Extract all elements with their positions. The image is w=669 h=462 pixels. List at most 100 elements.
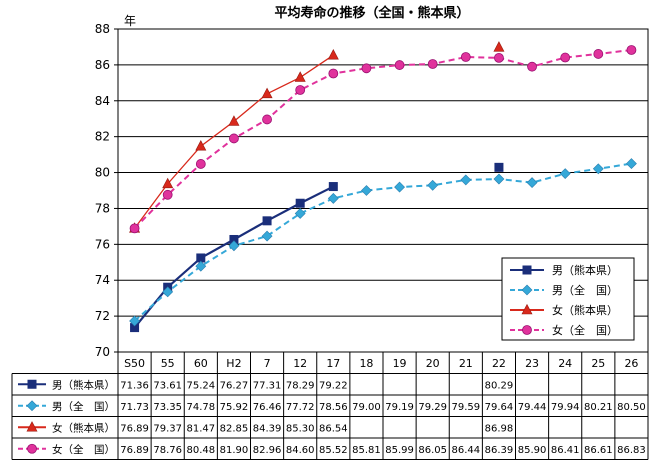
y-tick-label: 88 bbox=[95, 22, 110, 36]
y-tick-label: 86 bbox=[95, 58, 110, 72]
table-row-label: 男（熊本県） bbox=[52, 378, 115, 391]
table-cell: 78.76 bbox=[153, 445, 182, 456]
data-point bbox=[327, 192, 339, 204]
table-cell: 86.39 bbox=[485, 445, 514, 456]
data-point bbox=[229, 133, 239, 144]
table-cell: 77.72 bbox=[286, 402, 315, 413]
data-point bbox=[394, 181, 405, 193]
table-legend-marker bbox=[27, 443, 37, 454]
data-point bbox=[294, 71, 306, 82]
y-tick-label: 82 bbox=[95, 130, 110, 144]
category-label: 17 bbox=[326, 357, 340, 370]
table-cell: 79.64 bbox=[485, 402, 514, 413]
table-cell: 86.83 bbox=[617, 445, 646, 456]
y-tick-label: 84 bbox=[95, 94, 110, 108]
y-tick-label: 78 bbox=[95, 201, 110, 215]
table-cell: 79.37 bbox=[153, 423, 182, 434]
data-point bbox=[526, 177, 538, 189]
table-cell: 80.50 bbox=[617, 402, 646, 413]
legend-entry: 男（熊本県） bbox=[510, 263, 618, 277]
series-3 bbox=[129, 45, 637, 234]
data-point bbox=[262, 114, 272, 125]
y-axis-label: 年 bbox=[124, 14, 136, 28]
table-cell: 80.29 bbox=[485, 380, 514, 391]
legend-marker bbox=[522, 265, 532, 275]
table-cell: 86.41 bbox=[551, 445, 580, 456]
data-point bbox=[195, 260, 207, 272]
table-row: 女（熊本県） 76.89 79.37 81.47 82.85 84.39 85.30 86.5… bbox=[18, 421, 513, 434]
table-cell: 86.44 bbox=[451, 445, 480, 456]
category-label: 7 bbox=[264, 357, 271, 370]
table-cell: 76.89 bbox=[120, 423, 149, 434]
category-label: 20 bbox=[426, 357, 440, 370]
table-cell: 81.47 bbox=[186, 423, 215, 434]
data-point bbox=[162, 189, 173, 200]
data-point bbox=[295, 85, 306, 95]
data-point bbox=[560, 52, 571, 63]
table-cell: 81.90 bbox=[220, 445, 249, 456]
data-point bbox=[162, 177, 174, 189]
data-point bbox=[427, 59, 438, 69]
category-label: 55 bbox=[161, 357, 175, 370]
data-point bbox=[228, 240, 240, 252]
table-cell: 73.35 bbox=[153, 402, 182, 413]
data-point bbox=[261, 230, 273, 242]
data-point bbox=[361, 185, 372, 196]
table-cell: 79.44 bbox=[518, 402, 547, 413]
table-cell: 79.22 bbox=[319, 380, 348, 391]
table-cell: 78.56 bbox=[319, 402, 348, 413]
data-point bbox=[261, 87, 273, 99]
table-cell: 80.21 bbox=[584, 402, 613, 413]
data-point bbox=[527, 61, 537, 72]
category-label: 12 bbox=[293, 357, 307, 370]
table-cell: 76.46 bbox=[253, 402, 282, 413]
table-cell: 74.78 bbox=[186, 402, 215, 413]
data-point bbox=[394, 60, 405, 70]
legend-marker bbox=[522, 325, 532, 335]
category-label: 60 bbox=[194, 357, 208, 370]
table-cell: 84.60 bbox=[286, 445, 315, 456]
legend-entry: 女（熊本県） bbox=[510, 303, 618, 317]
category-label: H2 bbox=[226, 357, 241, 370]
legend-marker bbox=[521, 284, 533, 296]
series-line bbox=[133, 49, 632, 230]
data-point bbox=[493, 173, 505, 185]
data-point bbox=[262, 216, 272, 226]
table-cell: 79.29 bbox=[418, 402, 447, 413]
table-cell: 86.05 bbox=[418, 445, 447, 456]
table-cell: 76.89 bbox=[120, 445, 149, 456]
data-point bbox=[294, 208, 306, 219]
table-cell: 79.00 bbox=[352, 402, 381, 413]
table-row: 男（全 国） 71.73 73.35 74.78 75.92 76.46 77.72 78.5… bbox=[18, 400, 646, 413]
table-cell: 85.30 bbox=[286, 423, 315, 434]
table-cell: 86.54 bbox=[319, 423, 348, 434]
series-line bbox=[133, 162, 632, 322]
table-cell: 82.96 bbox=[253, 445, 282, 456]
legend-entry: 男（全 国） bbox=[510, 283, 618, 297]
data-point bbox=[559, 168, 571, 180]
table-cell: 78.29 bbox=[286, 380, 315, 391]
data-point bbox=[493, 41, 505, 52]
data-point bbox=[328, 182, 338, 192]
table-legend-marker bbox=[26, 421, 38, 432]
category-label: 23 bbox=[525, 357, 539, 370]
legend-label: 女（熊本県） bbox=[552, 303, 618, 317]
table-cell: 73.61 bbox=[153, 380, 182, 391]
table-cell: 71.73 bbox=[120, 402, 149, 413]
table-row: 男（熊本県） 71.36 73.61 75.24 76.27 77.31 78.29 79.2… bbox=[18, 378, 513, 391]
legend-entry: 女（全 国） bbox=[510, 323, 618, 337]
table-cell: 86.61 bbox=[584, 445, 613, 456]
table-cell: 85.90 bbox=[518, 445, 547, 456]
table-cell: 79.19 bbox=[385, 402, 414, 413]
table-cell: 85.52 bbox=[319, 445, 348, 456]
table-cell: 84.39 bbox=[253, 423, 282, 434]
table-cell: 85.99 bbox=[385, 445, 414, 456]
data-point bbox=[328, 68, 339, 79]
category-label: 22 bbox=[492, 357, 506, 370]
category-label: S50 bbox=[124, 357, 145, 370]
data-point bbox=[327, 49, 339, 60]
legend-label: 男（全 国） bbox=[552, 283, 618, 297]
legend-label: 男（熊本県） bbox=[552, 263, 618, 277]
category-label: 21 bbox=[459, 357, 473, 370]
